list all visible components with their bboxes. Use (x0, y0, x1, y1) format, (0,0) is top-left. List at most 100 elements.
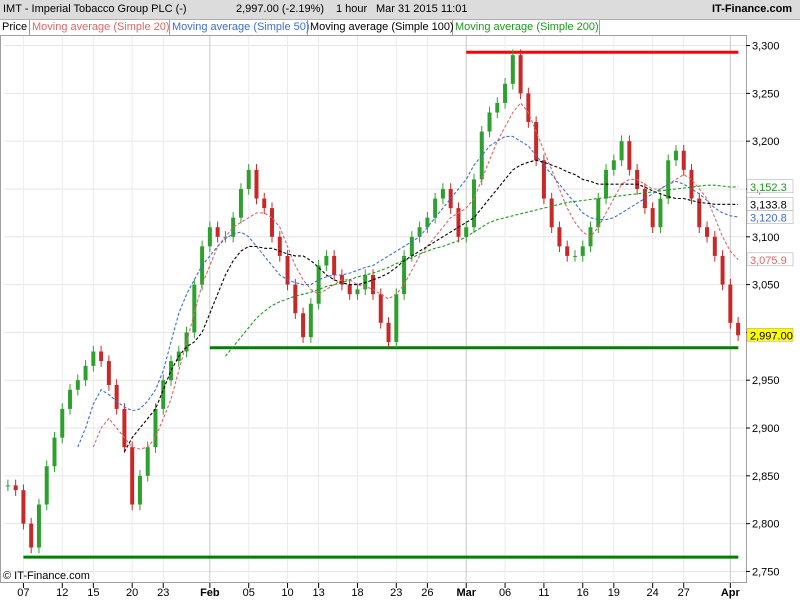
price-candles (5, 49, 741, 554)
price-bar (355, 289, 360, 295)
price-bar (215, 227, 220, 237)
price-bar (705, 227, 710, 237)
price-bar (503, 83, 508, 103)
price-bar (231, 217, 236, 237)
last-value-text: 3,120.8 (750, 212, 787, 224)
legend-sma100[interactable]: Moving average (Simple 100) (310, 20, 454, 35)
last-value-box (746, 210, 794, 224)
last-value-labels: 3,152.3 3,133.83,120.8 3,075.9 2,997.00 (746, 179, 794, 342)
price-bar (650, 208, 655, 228)
price-bar (510, 55, 515, 84)
price-bar (184, 332, 189, 352)
ma-line-1 (77, 135, 739, 448)
price-bar (316, 265, 321, 304)
y-tick-label: 3,050 (752, 280, 780, 292)
legend-sma20[interactable]: Moving average (Simple 20) (32, 20, 170, 35)
price-bar (673, 150, 678, 161)
x-tick-label: 26 (421, 587, 433, 599)
price-bar (145, 447, 150, 476)
price-bar (254, 169, 259, 199)
x-tick-label: 24 (647, 587, 659, 599)
price-bar (417, 227, 422, 237)
x-tick-label: Mar (456, 587, 476, 599)
legend-sma200[interactable]: Moving average (Simple 200) (455, 20, 600, 35)
price-bar (293, 284, 298, 314)
x-axis-labels: 07 12 15 20 23 Feb 05 10 13 18 23 26 Mar 06 11 16 19 24 27… (17, 587, 740, 599)
x-tick-label: 27 (678, 587, 690, 599)
x-tick-label: 05 (243, 587, 255, 599)
ma-line-3 (224, 184, 739, 357)
grid-lines (4, 36, 750, 588)
x-tick-label: 23 (157, 587, 169, 599)
price-bar (448, 188, 453, 209)
price-bar (402, 255, 407, 295)
copyright: © IT-Finance.com (3, 570, 90, 582)
price-bar (471, 179, 476, 228)
price-bar (246, 169, 251, 189)
y-tick-label: 3,300 (752, 41, 780, 53)
price-bar (479, 131, 484, 180)
price-bar (658, 198, 663, 228)
price-bar (378, 294, 383, 323)
price-bar (75, 380, 80, 390)
price-bar (99, 351, 104, 362)
last-value-box (746, 179, 794, 194)
ma-line-0 (92, 102, 739, 450)
price-bar (495, 102, 500, 113)
price-bar (91, 351, 96, 366)
price-bar (433, 198, 438, 218)
y-tick-label: 2,950 (752, 375, 780, 387)
price-bar (114, 384, 119, 409)
datetime-label: Mar 31 2015 11:01 (376, 3, 468, 15)
symbol-title: IMT - Imperial Tobacco Group PLC (-) (3, 3, 187, 15)
y-tick-label: 2,750 (752, 566, 780, 578)
price-bar (386, 322, 391, 342)
price-bar (728, 284, 733, 323)
price-bar (689, 169, 694, 199)
price-bar (285, 255, 290, 285)
price-bar (549, 198, 554, 228)
y-axis-labels: 2,7502,8002,8502,9002,9503,0003,0503,100… (752, 41, 780, 579)
price-bar (666, 160, 671, 199)
horizontal-levels (23, 50, 739, 559)
price-bar (238, 188, 243, 218)
price-bar (394, 294, 399, 342)
indicator-legend: Price Moving average (Simple 20) Moving … (0, 20, 800, 35)
y-tick-label: 2,850 (752, 471, 780, 483)
legend-price[interactable]: Price (0, 20, 30, 35)
x-tick-label: 16 (577, 587, 589, 599)
x-tick-label: Apr (721, 587, 741, 599)
ma-line-2 (123, 159, 739, 453)
x-tick-label: 07 (17, 587, 29, 599)
price-bar (270, 208, 275, 237)
price-bar (464, 227, 469, 237)
last-value-box (746, 328, 794, 342)
price-bar (557, 227, 562, 247)
legend-sma50[interactable]: Moving average (Simple 50) (172, 20, 310, 35)
price-bar (68, 389, 73, 409)
last-price: 2,997.00 (-2.19%) (236, 3, 325, 15)
last-value-box (746, 252, 794, 267)
price-bar (130, 447, 135, 505)
price-bar (308, 303, 313, 338)
price-bar (21, 490, 26, 524)
price-bar (169, 361, 174, 381)
price-bar (681, 150, 686, 170)
price-bar (541, 160, 546, 199)
price-bar (456, 208, 461, 237)
price-bar (36, 504, 41, 548)
x-tick-label: 15 (87, 587, 99, 599)
y-tick-label: 2,800 (752, 519, 780, 531)
price-bar (371, 275, 375, 295)
plot-frame (0, 35, 747, 583)
x-tick-label: 13 (312, 587, 324, 599)
x-tick-label: 23 (390, 587, 402, 599)
price-bar (409, 236, 414, 256)
price-bar (277, 236, 282, 256)
price-bar (192, 284, 197, 333)
price-bar (596, 198, 601, 228)
price-bar (572, 255, 577, 257)
price-bar (712, 236, 717, 256)
x-tick-label: 10 (281, 587, 293, 599)
